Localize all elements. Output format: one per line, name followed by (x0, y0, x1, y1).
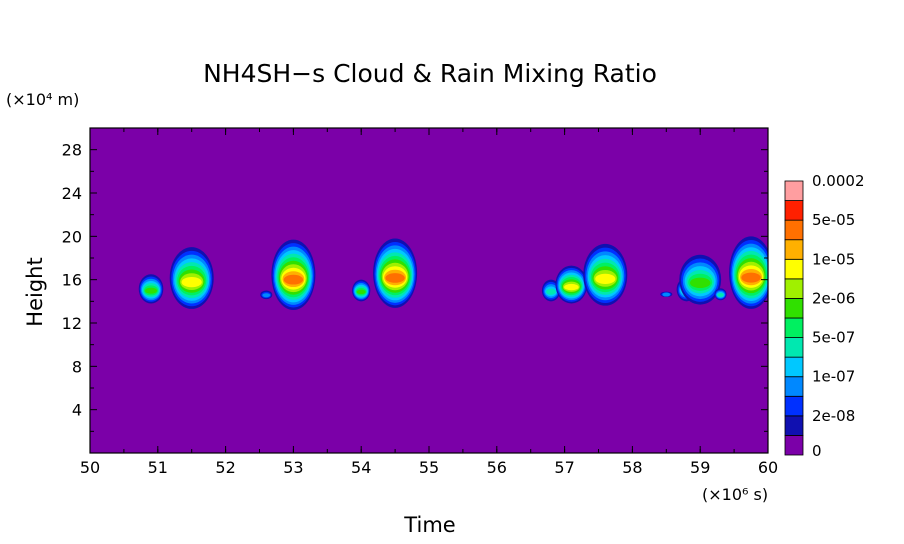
y-tick-label: 4 (72, 401, 82, 420)
y-tick-label: 16 (62, 271, 82, 290)
cell-contour (356, 289, 366, 295)
x-tick-label: 50 (80, 458, 100, 477)
colorbar-label: 1e-05 (812, 250, 855, 268)
cell-contour (662, 292, 671, 297)
cloud-cell (660, 291, 673, 297)
colorbar-label: 0 (812, 442, 822, 460)
y-tick-label: 12 (62, 314, 82, 333)
cell-contour (262, 293, 271, 298)
cell-contour (717, 292, 724, 297)
x-tick-label: 59 (690, 458, 710, 477)
cell-contour (385, 273, 405, 283)
y-axis: 4 8 12 16 20 24 28 (62, 141, 768, 432)
colorbar-band (784, 219, 804, 241)
colorbar-band (784, 376, 804, 397)
cloud-cells (138, 236, 768, 310)
colorbar-label: 2e-06 (812, 289, 855, 307)
cloud-cell (714, 288, 727, 301)
x-axis: 50 51 52 53 54 55 56 57 58 59 60 (80, 128, 778, 477)
colorbar-band (784, 180, 804, 201)
colorbar-band (784, 317, 804, 338)
colorbar-band (784, 395, 804, 417)
cloud-cell (271, 239, 316, 310)
cell-contour (181, 277, 202, 288)
y-tick-label: 20 (62, 227, 82, 246)
cloud-cell (260, 290, 273, 300)
colorbar-band (784, 239, 804, 260)
colorbar-band (784, 278, 804, 299)
cell-contour (595, 273, 616, 285)
x-tick-label: 53 (283, 458, 303, 477)
x-tick-label: 54 (351, 458, 371, 477)
colorbar-label: 5e-07 (812, 329, 855, 347)
cloud-cell (352, 279, 371, 302)
colorbar-band (784, 200, 804, 221)
y-tick-label: 28 (62, 141, 82, 160)
y-unit-label: (×10⁴ m) (6, 90, 79, 109)
x-tick-label: 57 (554, 458, 574, 477)
colorbar-band (784, 298, 804, 319)
y-tick-label: 8 (72, 357, 82, 376)
cloud-cell (679, 254, 722, 305)
colorbar-label: 2e-08 (812, 407, 855, 425)
colorbar-label: 1e-07 (812, 368, 855, 386)
cloud-cell (138, 274, 164, 304)
x-tick-label: 58 (622, 458, 642, 477)
cloud-cell (555, 265, 588, 304)
cloud-cell (373, 238, 418, 308)
colorbar-band (784, 258, 804, 280)
colorbar-band (784, 337, 804, 358)
colorbar-label: 5e-05 (812, 211, 855, 229)
x-tick-label: 51 (148, 458, 168, 477)
x-unit-label: (×10⁶ s) (702, 485, 768, 504)
cloud-cell (583, 243, 628, 306)
cell-contour (564, 283, 579, 291)
x-tick-label: 56 (487, 458, 507, 477)
cloud-cell (729, 236, 768, 309)
x-axis-label: Time (403, 513, 455, 537)
cell-contour (546, 288, 556, 295)
chart-title: NH4SH−s Cloud & Rain Mixing Ratio (203, 59, 657, 88)
y-axis-label: Height (23, 257, 47, 326)
x-tick-label: 55 (419, 458, 439, 477)
x-tick-label: 60 (758, 458, 778, 477)
colorbar-band (784, 435, 804, 456)
cell-contour (145, 287, 158, 294)
y-tick-label: 24 (62, 184, 82, 203)
cell-contour (690, 277, 711, 289)
colorbar-band (784, 356, 804, 378)
colorbar-label: 0.0002 (812, 172, 865, 190)
colorbar: 0 2e-08 1e-07 5e-07 2e-06 1e-05 5e-05 0.0002 (784, 172, 865, 460)
cloud-cell (169, 247, 214, 309)
x-tick-label: 52 (215, 458, 235, 477)
cell-contour (741, 272, 761, 283)
cell-contour (283, 274, 304, 285)
colorbar-band (784, 415, 804, 436)
